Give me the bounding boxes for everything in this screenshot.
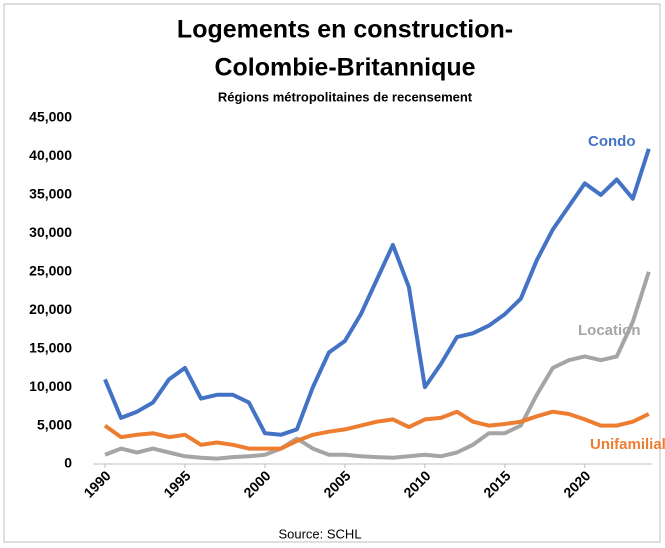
series-line bbox=[103, 409, 650, 451]
y-tick-label: 5,000 bbox=[37, 416, 72, 432]
y-tick-label: 45,000 bbox=[29, 109, 72, 125]
series-label: Condo bbox=[588, 133, 635, 150]
series-line bbox=[104, 271, 651, 461]
y-tick-label: 35,000 bbox=[29, 186, 72, 202]
chart-title: Logements en construction- bbox=[177, 16, 513, 44]
y-tick-label: 20,000 bbox=[29, 301, 72, 317]
y-tick-label: 0 bbox=[64, 455, 72, 471]
y-tick-label: 15,000 bbox=[29, 339, 72, 355]
series-label: Unifamiliale bbox=[590, 436, 665, 453]
y-tick-label: 40,000 bbox=[29, 147, 72, 163]
chart-subtitle: Régions métropolitaines de recensement bbox=[218, 89, 473, 104]
y-tick-label: 10,000 bbox=[29, 378, 72, 394]
y-tick-label: 30,000 bbox=[29, 224, 72, 240]
chart-frame bbox=[3, 3, 661, 543]
y-tick-label: 25,000 bbox=[29, 262, 72, 278]
series-line bbox=[103, 148, 651, 437]
chart-title: Colombie-Britannique bbox=[214, 54, 475, 82]
source-note: Source: SCHL bbox=[278, 526, 361, 541]
series-label: Location bbox=[578, 322, 641, 339]
